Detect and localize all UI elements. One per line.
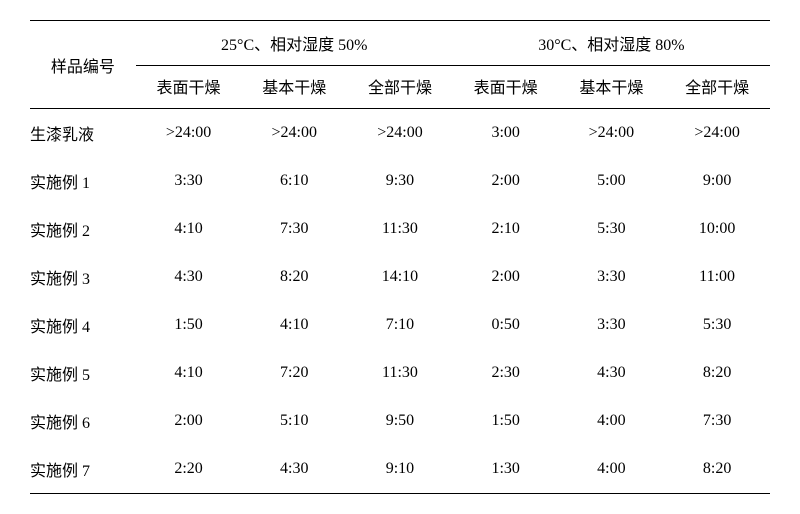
table-row: 实施例 13:306:109:302:005:009:00 (30, 157, 770, 205)
table-row: 实施例 62:005:109:501:504:007:30 (30, 397, 770, 445)
table-row: 实施例 24:107:3011:302:105:3010:00 (30, 205, 770, 253)
cell-value: 2:00 (453, 157, 559, 205)
sub-header-basic-dry-1: 基本干燥 (241, 66, 347, 109)
cell-value: 2:00 (453, 253, 559, 301)
cell-value: 5:00 (559, 157, 665, 205)
cell-value: 7:30 (241, 205, 347, 253)
cell-value: 14:10 (347, 253, 453, 301)
header-row-conditions: 样品编号 25°C、相对湿度 50% 30°C、相对湿度 80% (30, 21, 770, 66)
cell-value: 7:10 (347, 301, 453, 349)
row-label: 实施例 7 (30, 445, 136, 494)
cell-value: >24:00 (559, 109, 665, 158)
cell-value: 4:30 (559, 349, 665, 397)
cell-value: 11:00 (664, 253, 770, 301)
cell-value: 4:10 (241, 301, 347, 349)
table-row: 实施例 41:504:107:100:503:305:30 (30, 301, 770, 349)
table-row: 实施例 72:204:309:101:304:008:20 (30, 445, 770, 494)
row-label: 实施例 5 (30, 349, 136, 397)
cell-value: 5:30 (559, 205, 665, 253)
sub-header-basic-dry-2: 基本干燥 (559, 66, 665, 109)
cell-value: 4:10 (136, 349, 242, 397)
sample-id-header: 样品编号 (30, 21, 136, 109)
sub-header-surface-dry-2: 表面干燥 (453, 66, 559, 109)
drying-time-table: 样品编号 25°C、相对湿度 50% 30°C、相对湿度 80% 表面干燥 基本… (30, 20, 770, 494)
cell-value: 2:10 (453, 205, 559, 253)
cell-value: 1:30 (453, 445, 559, 494)
condition2-header: 30°C、相对湿度 80% (453, 21, 770, 66)
cell-value: >24:00 (347, 109, 453, 158)
cell-value: >24:00 (136, 109, 242, 158)
cell-value: 5:10 (241, 397, 347, 445)
row-label: 实施例 1 (30, 157, 136, 205)
cell-value: 1:50 (453, 397, 559, 445)
cell-value: 8:20 (664, 349, 770, 397)
condition1-header: 25°C、相对湿度 50% (136, 21, 453, 66)
cell-value: 2:00 (136, 397, 242, 445)
cell-value: 2:30 (453, 349, 559, 397)
sub-header-full-dry-2: 全部干燥 (664, 66, 770, 109)
sub-header-surface-dry-1: 表面干燥 (136, 66, 242, 109)
cell-value: 3:00 (453, 109, 559, 158)
table-row: 生漆乳液>24:00>24:00>24:003:00>24:00>24:00 (30, 109, 770, 158)
cell-value: 3:30 (559, 253, 665, 301)
cell-value: >24:00 (664, 109, 770, 158)
cell-value: 8:20 (241, 253, 347, 301)
cell-value: 1:50 (136, 301, 242, 349)
cell-value: 4:00 (559, 445, 665, 494)
cell-value: >24:00 (241, 109, 347, 158)
cell-value: 7:20 (241, 349, 347, 397)
cell-value: 11:30 (347, 349, 453, 397)
cell-value: 2:20 (136, 445, 242, 494)
row-label: 实施例 4 (30, 301, 136, 349)
cell-value: 9:50 (347, 397, 453, 445)
cell-value: 8:20 (664, 445, 770, 494)
row-label: 实施例 3 (30, 253, 136, 301)
cell-value: 9:00 (664, 157, 770, 205)
cell-value: 4:30 (241, 445, 347, 494)
sub-header-full-dry-1: 全部干燥 (347, 66, 453, 109)
header-row-subheaders: 表面干燥 基本干燥 全部干燥 表面干燥 基本干燥 全部干燥 (30, 66, 770, 109)
cell-value: 11:30 (347, 205, 453, 253)
cell-value: 9:10 (347, 445, 453, 494)
cell-value: 4:30 (136, 253, 242, 301)
cell-value: 3:30 (559, 301, 665, 349)
row-label: 实施例 6 (30, 397, 136, 445)
cell-value: 6:10 (241, 157, 347, 205)
cell-value: 7:30 (664, 397, 770, 445)
cell-value: 0:50 (453, 301, 559, 349)
cell-value: 4:10 (136, 205, 242, 253)
row-label: 生漆乳液 (30, 109, 136, 158)
table-row: 实施例 54:107:2011:302:304:308:20 (30, 349, 770, 397)
table-body: 生漆乳液>24:00>24:00>24:003:00>24:00>24:00实施… (30, 109, 770, 494)
cell-value: 3:30 (136, 157, 242, 205)
table-row: 实施例 34:308:2014:102:003:3011:00 (30, 253, 770, 301)
cell-value: 4:00 (559, 397, 665, 445)
cell-value: 10:00 (664, 205, 770, 253)
row-label: 实施例 2 (30, 205, 136, 253)
cell-value: 5:30 (664, 301, 770, 349)
cell-value: 9:30 (347, 157, 453, 205)
